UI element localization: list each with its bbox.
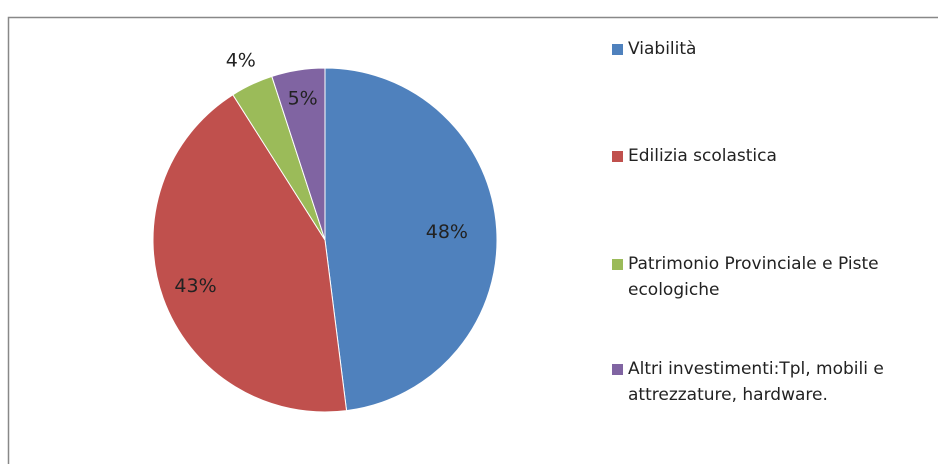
chart-frame (7, 16, 938, 464)
data-label: 48% (426, 221, 468, 243)
legend-item: Patrimonio Provinciale e Piste ecologich… (612, 251, 912, 303)
legend-label: Viabilità (628, 39, 697, 59)
data-label: 4% (226, 50, 256, 72)
legend-label: Patrimonio Provinciale e Piste ecologich… (628, 254, 879, 300)
legend-item: Viabilità (612, 36, 912, 62)
legend-swatch (612, 364, 623, 375)
pie-slice (152, 94, 348, 413)
data-label: 43% (174, 275, 216, 297)
legend-label: Edilizia scolastica (628, 146, 777, 166)
legend-swatch (612, 44, 623, 55)
legend-item: Edilizia scolastica (612, 143, 912, 169)
legend-item: Altri investimenti:Tpl, mobili e attrezz… (612, 356, 912, 408)
pie-slice (271, 67, 326, 241)
pie-slice (324, 67, 498, 412)
legend-swatch (612, 259, 623, 270)
data-label: 5% (288, 87, 318, 109)
legend-swatch (612, 151, 623, 162)
legend-label: Altri investimenti:Tpl, mobili e attrezz… (628, 359, 884, 405)
